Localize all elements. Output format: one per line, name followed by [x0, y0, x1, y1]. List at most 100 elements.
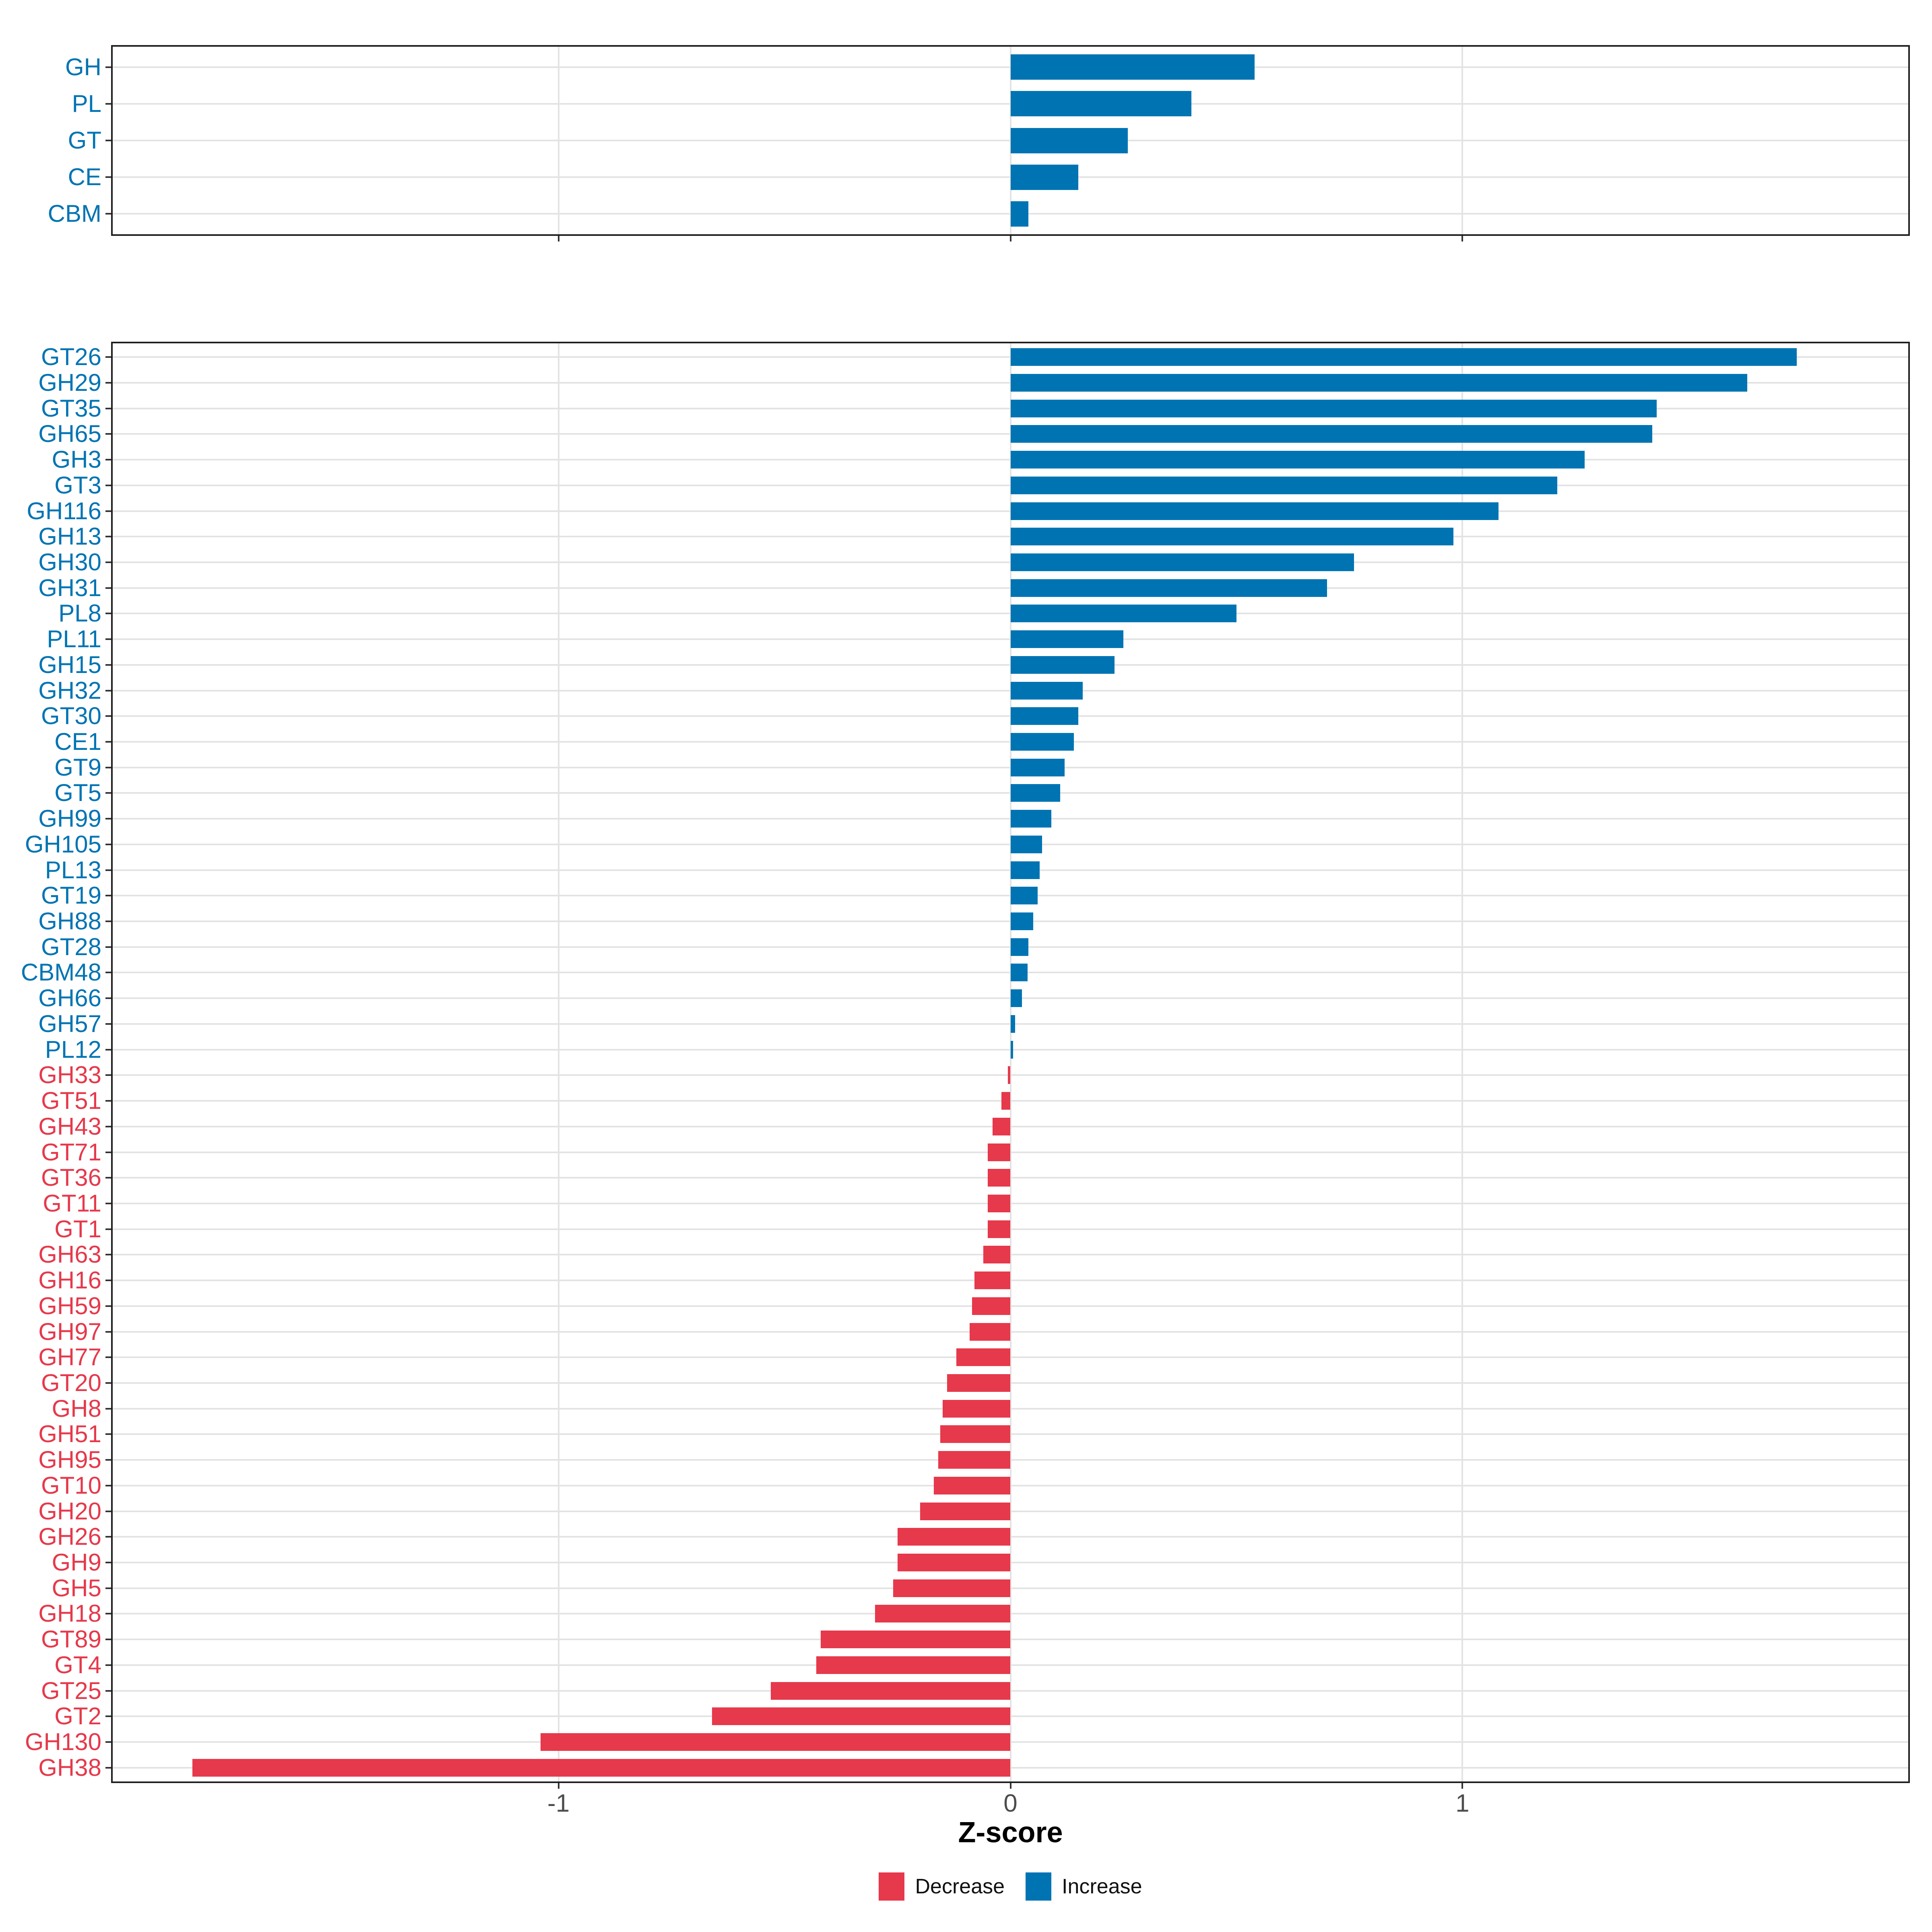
gridline-row-GH38: [111, 1767, 1910, 1769]
gridline-row-GH5: [111, 1587, 1910, 1589]
gridline-row-GH130: [111, 1741, 1910, 1743]
bar-GH51: [940, 1425, 1011, 1443]
y-tick-GH66: [105, 997, 111, 999]
y-tick-GT11: [105, 1202, 111, 1204]
y-label-GT10: GT10: [41, 1472, 101, 1499]
y-label-GT11: GT11: [43, 1189, 101, 1217]
bar-GT11: [988, 1194, 1011, 1212]
y-label-GH20: GH20: [38, 1497, 101, 1525]
y-label-CE1: CE1: [54, 728, 101, 755]
bar-GH57: [1010, 1015, 1015, 1033]
y-label-GH31: GH31: [38, 574, 101, 601]
bar-CBM: [1010, 201, 1029, 227]
y-tick-GH31: [105, 587, 111, 589]
y-label-CBM48: CBM48: [21, 959, 101, 986]
x-tick-enzyme-families-1: [1461, 1783, 1463, 1789]
bar-GH63: [983, 1246, 1011, 1264]
y-tick-GH59: [105, 1305, 111, 1307]
bar-PL12: [1010, 1040, 1013, 1059]
bar-GH31: [1010, 579, 1327, 597]
bar-GT3: [1010, 476, 1558, 494]
bar-GT28: [1010, 938, 1029, 956]
bar-GH9: [897, 1554, 1011, 1572]
bar-GH43: [992, 1117, 1011, 1135]
y-label-GH18: GH18: [38, 1600, 101, 1627]
bar-GT4: [816, 1656, 1011, 1674]
y-label-GH130: GH130: [25, 1728, 101, 1756]
gridline-row-GH51: [111, 1433, 1910, 1435]
bar-GT89: [820, 1631, 1011, 1649]
gridline-row-GT71: [111, 1151, 1910, 1153]
y-tick-GH43: [105, 1125, 111, 1127]
y-tick-GH20: [105, 1510, 111, 1512]
y-tick-GH: [105, 66, 111, 68]
bar-PL13: [1010, 861, 1040, 879]
x-tick-label-0: 0: [1003, 1790, 1018, 1817]
y-label-GT9: GT9: [54, 753, 101, 781]
y-label-PL: PL: [72, 90, 101, 117]
bar-GT36: [988, 1169, 1011, 1187]
x-tick-label-1: 1: [1455, 1790, 1470, 1817]
legend-item-decrease: Decrease: [879, 1872, 1005, 1901]
y-tick-GH95: [105, 1459, 111, 1461]
bar-GH66: [1010, 989, 1022, 1007]
y-tick-GH32: [105, 689, 111, 691]
bar-GH130: [540, 1733, 1011, 1751]
y-label-GT51: GT51: [41, 1087, 101, 1115]
bar-GH97: [970, 1323, 1011, 1341]
y-tick-GH18: [105, 1613, 111, 1615]
bar-GT30: [1010, 707, 1078, 725]
y-label-GH63: GH63: [38, 1241, 101, 1268]
gridline-x-1: [1461, 342, 1463, 1783]
y-label-GH99: GH99: [38, 805, 101, 832]
bar-GT9: [1010, 758, 1065, 776]
legend-key-increase: [1026, 1872, 1052, 1901]
gridline-row-GH9: [111, 1562, 1910, 1564]
y-tick-GH5: [105, 1587, 111, 1589]
x-tick-label--1: -1: [547, 1790, 570, 1817]
y-tick-GT3: [105, 484, 111, 486]
gridline-row-GH26: [111, 1536, 1910, 1538]
bar-GT2: [712, 1707, 1011, 1726]
bar-GT20: [947, 1374, 1011, 1392]
y-tick-GT36: [105, 1177, 111, 1179]
y-tick-GT1: [105, 1228, 111, 1230]
bar-GT10: [933, 1476, 1011, 1494]
bar-PL: [1010, 91, 1191, 117]
y-label-GH105: GH105: [25, 830, 101, 858]
y-label-GT19: GT19: [41, 882, 101, 909]
bar-GH33: [1007, 1066, 1011, 1084]
bar-GH38: [192, 1759, 1011, 1777]
y-tick-GH33: [105, 1074, 111, 1076]
x-tick-enzyme-families--1: [557, 1783, 559, 1789]
x-tick-enzyme-class-summary-0: [1009, 236, 1011, 242]
y-tick-GT: [105, 140, 111, 141]
y-tick-GT51: [105, 1100, 111, 1102]
y-label-GH97: GH97: [38, 1318, 101, 1345]
y-tick-GH16: [105, 1280, 111, 1282]
y-label-GH13: GH13: [38, 523, 101, 550]
y-label-GH66: GH66: [38, 985, 101, 1012]
y-label-GH88: GH88: [38, 908, 101, 935]
gridline-row-GH43: [111, 1125, 1910, 1127]
y-label-GT25: GT25: [41, 1677, 101, 1704]
y-label-GH77: GH77: [38, 1344, 101, 1371]
y-tick-GH26: [105, 1536, 111, 1538]
x-axis-title: Z-score: [958, 1816, 1063, 1849]
y-label-GT: GT: [68, 127, 101, 154]
bar-PL8: [1010, 605, 1236, 623]
y-tick-GT5: [105, 792, 111, 794]
gridline-row-GT20: [111, 1382, 1910, 1384]
bar-GT1: [988, 1220, 1011, 1238]
y-tick-GH15: [105, 664, 111, 666]
y-label-GH59: GH59: [38, 1292, 101, 1319]
bar-GT26: [1010, 348, 1797, 366]
y-label-CE: CE: [68, 163, 101, 191]
bar-GH32: [1010, 681, 1083, 700]
y-tick-GH65: [105, 433, 111, 435]
y-label-GH5: GH5: [52, 1574, 101, 1602]
x-tick-enzyme-class-summary-1: [1461, 236, 1463, 242]
x-tick-enzyme-class-summary--1: [557, 236, 559, 242]
y-label-GT71: GT71: [41, 1138, 101, 1166]
